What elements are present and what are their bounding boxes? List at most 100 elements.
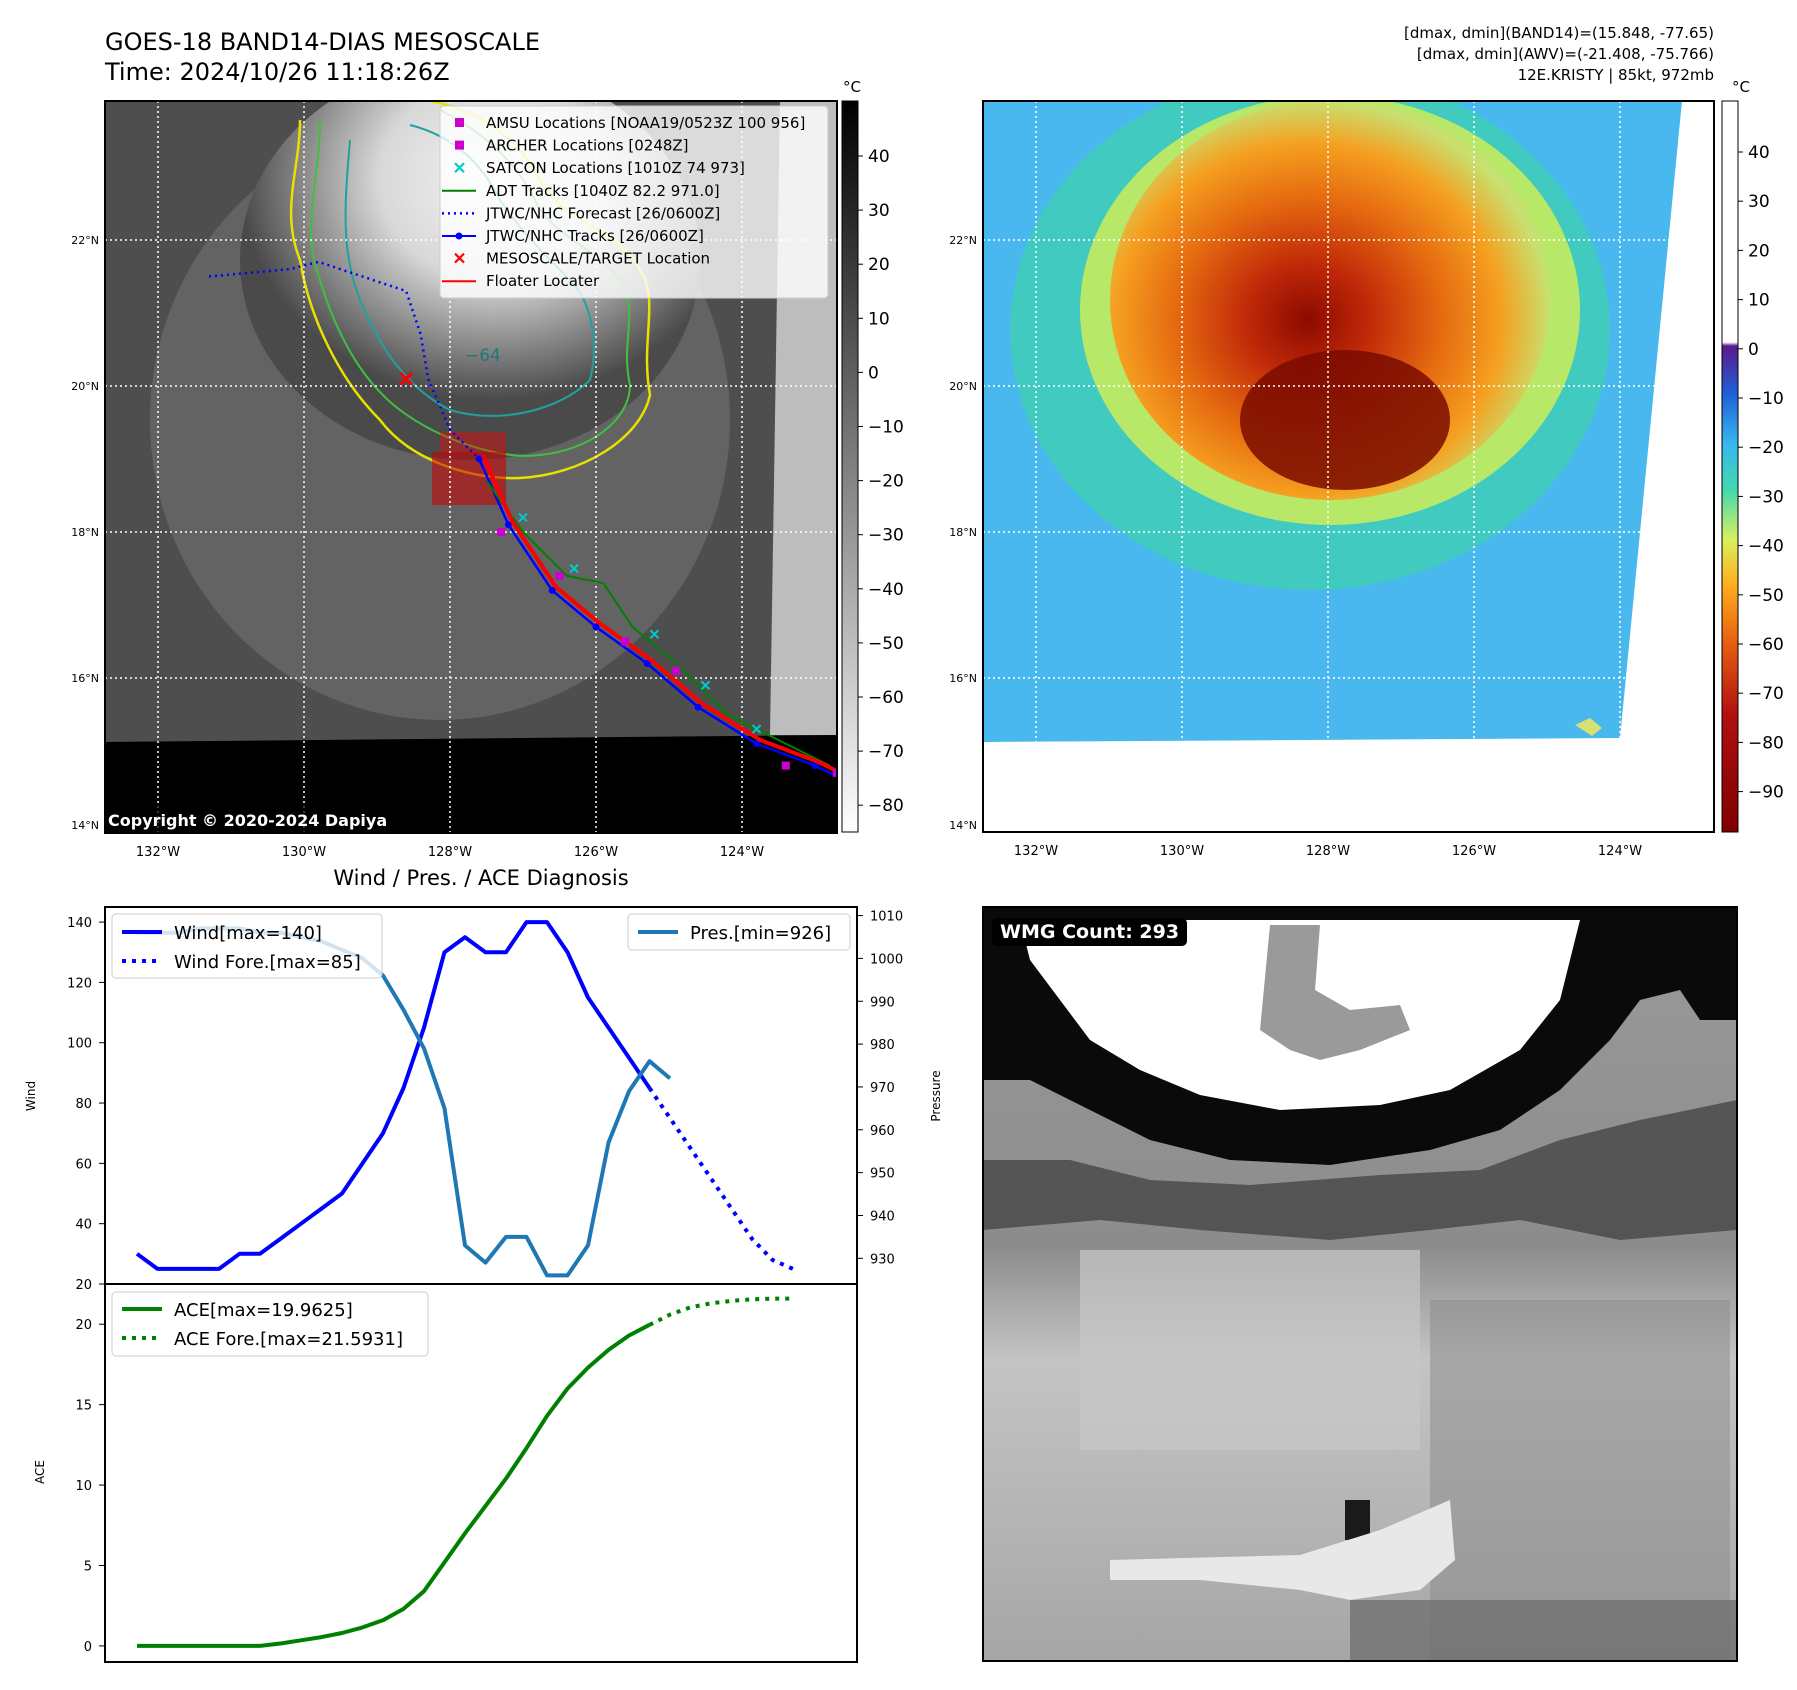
wmg-frame xyxy=(982,906,1738,1662)
wmg-bright-line xyxy=(1110,1500,1455,1600)
y2-tick-label: 940 xyxy=(870,1209,895,1224)
legend-marker-dot xyxy=(455,232,463,240)
legend-label: ADT Tracks [1040Z 82.2 971.0] xyxy=(486,182,720,200)
wind-chart-axes: 140 120 100 80 60 40 20 1010 1000 990 980 970 960 950… xyxy=(67,910,903,1293)
y-tick-label: 120 xyxy=(67,976,92,991)
y2-tick-label: 950 xyxy=(870,1167,895,1182)
ace-legend-box xyxy=(111,1291,429,1357)
wmg-dark-corner xyxy=(1350,1600,1737,1661)
y-tick-label: 20 xyxy=(75,1278,92,1293)
awv-island xyxy=(1575,718,1602,736)
legend-label: MESOSCALE/TARGET Location xyxy=(486,250,710,268)
y-tick-label: 0 xyxy=(84,1640,92,1655)
y2-tick-label: 930 xyxy=(870,1252,895,1267)
best-track-point xyxy=(753,740,761,748)
colorbar-tick-label: −80 xyxy=(868,796,904,816)
satcon-marker xyxy=(518,512,528,523)
figure-title: GOES-18 BAND14-DIAS MESOSCALE xyxy=(105,28,540,56)
amsu-marker xyxy=(621,637,630,646)
y2-tick-label: 980 xyxy=(870,1038,895,1053)
wmg-panel xyxy=(983,907,1737,1661)
dmax-awv: [dmax, dmin](AWV)=(-21.408, -75.766) xyxy=(1417,45,1714,63)
ace-chart-lines xyxy=(137,1296,793,1648)
pressure-ylabel: Pressure xyxy=(929,1070,943,1121)
amsu-marker xyxy=(497,528,506,536)
y2-tick-label: 1000 xyxy=(870,952,903,967)
lat-label: 22°N xyxy=(949,234,977,247)
colorbar-tick-label: −80 xyxy=(1748,733,1784,753)
lat-label: 18°N xyxy=(949,526,977,539)
ace-chart-axes: 20 15 10 5 0 xyxy=(75,1318,105,1655)
pressure-legend: Pres.[min=926] xyxy=(627,913,851,951)
ace-ylabel: ACE xyxy=(33,1460,47,1484)
ace-legend-solid: ACE[max=19.9625] xyxy=(174,1300,353,1321)
legend-marker xyxy=(455,140,464,150)
colorbar-tick-label: −70 xyxy=(1748,684,1784,704)
ir-map-frame xyxy=(104,100,838,834)
y2-tick-label: 990 xyxy=(870,995,895,1010)
y-tick-label: 140 xyxy=(67,916,92,931)
ir-colorbar xyxy=(841,100,859,833)
wmg-light-patch-1 xyxy=(1080,1250,1420,1450)
legend-label: JTWC/NHC Forecast [26/0600Z] xyxy=(485,204,720,222)
lon-label: 130°W xyxy=(282,845,326,860)
wmg-gray-blob xyxy=(1260,925,1410,1060)
colorbar-tick-label: 0 xyxy=(868,363,879,383)
ir-legend: AMSU Locations [NOAA19/0523Z 100 956] ARC… xyxy=(439,105,829,299)
y-tick-label: 100 xyxy=(67,1037,92,1052)
forecast-track xyxy=(208,260,481,460)
y-tick-label: 5 xyxy=(84,1559,92,1574)
y-tick-label: 60 xyxy=(75,1157,92,1172)
mesoscale-target-marker xyxy=(399,371,414,386)
y2-tick-label: 960 xyxy=(870,1124,895,1139)
lat-label: 18°N xyxy=(71,526,99,539)
series-ace-max-19-9625- xyxy=(137,1323,651,1648)
lat-label: 20°N xyxy=(949,380,977,393)
best-track-point xyxy=(694,703,702,711)
amsu-marker xyxy=(672,666,681,675)
series-wind-max-140- xyxy=(135,920,652,1271)
series-wind-fore-max-85- xyxy=(647,1086,794,1271)
wind-legend-solid: Wind[max=140] xyxy=(174,923,322,944)
colorbar-tick-label: −40 xyxy=(1748,537,1784,557)
best-track-point xyxy=(811,762,819,770)
y-tick-label: 10 xyxy=(75,1479,92,1494)
wind-legend: Wind[max=140] Wind Fore.[max=85] xyxy=(111,913,383,979)
awv-colorbar-ticks: 40 30 20 10 0 −10 −20 −30 −40 −50 −60 −70 −80 −90 xyxy=(1738,143,1784,803)
lon-label: 124°W xyxy=(1598,844,1642,859)
wind-ylabel: Wind xyxy=(24,1081,38,1111)
lat-label: 14°N xyxy=(949,819,977,832)
colorbar-tick-label: −50 xyxy=(868,634,904,654)
legend-marker xyxy=(455,118,464,127)
y-tick-label: 15 xyxy=(75,1399,92,1414)
dmax-band14: [dmax, dmin](BAND14)=(15.848, -77.65) xyxy=(1404,24,1714,42)
awv-colorbar xyxy=(1721,100,1739,833)
series-ace-fore-max-21-5931- xyxy=(648,1296,793,1327)
ir-colorbar-unit: °C xyxy=(843,78,861,96)
pressure-legend-box xyxy=(627,913,851,951)
best-track-point xyxy=(475,455,483,463)
floater-box-1 xyxy=(440,432,506,454)
colorbar-tick-label: 40 xyxy=(1748,143,1770,163)
satcon-marker xyxy=(751,724,762,734)
colorbar-tick-label: −30 xyxy=(1748,487,1784,507)
wmg-dark-band xyxy=(983,1100,1737,1240)
lon-label: 130°W xyxy=(1160,844,1204,859)
colorbar-tick-label: 30 xyxy=(1748,192,1770,212)
awv-eye-region xyxy=(1240,350,1450,490)
colorbar-tick-label: 10 xyxy=(868,309,890,329)
lon-label: 126°W xyxy=(574,845,618,860)
colorbar-tick-label: 30 xyxy=(868,201,890,221)
floater-track xyxy=(481,454,837,774)
ir-map-tracks xyxy=(208,260,837,778)
y-tick-label: 80 xyxy=(75,1097,92,1112)
y-tick-label: 40 xyxy=(75,1218,92,1233)
y-tick-label: 20 xyxy=(75,1318,92,1333)
legend-label: SATCON Locations [1010Z 74 973] xyxy=(486,159,745,177)
amsu-marker xyxy=(832,768,837,777)
wind-legend-box xyxy=(111,913,383,979)
awv-colorbar-unit: °C xyxy=(1732,78,1750,96)
satcon-marker xyxy=(569,563,579,574)
lon-label: 128°W xyxy=(1306,844,1350,859)
wmg-black-cell xyxy=(1345,1500,1370,1540)
